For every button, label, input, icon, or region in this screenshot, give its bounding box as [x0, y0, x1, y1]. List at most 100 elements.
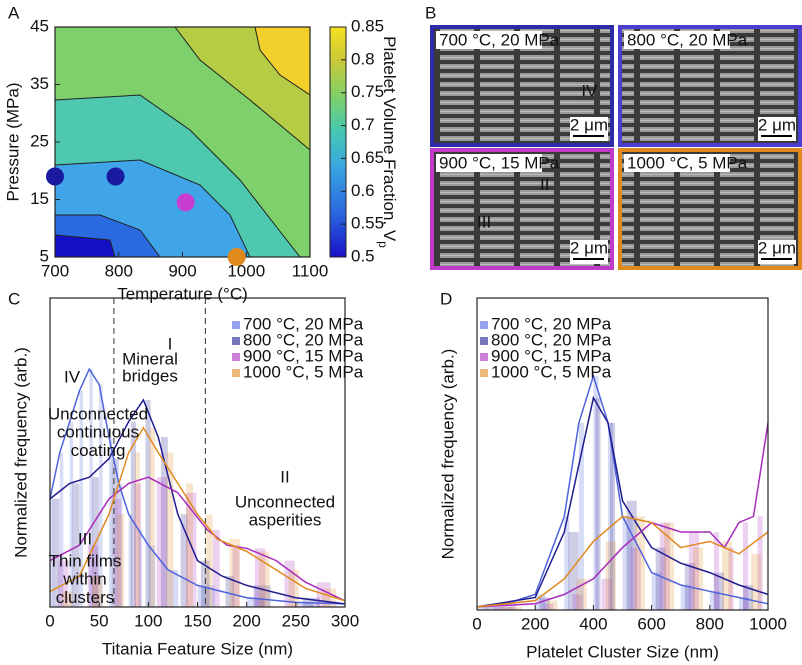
legend-label: 1000 °C, 5 MPa	[491, 362, 612, 381]
annotation: IV	[64, 367, 81, 386]
x-tick-label: 800	[105, 261, 133, 280]
colorbar-tick-label: 0.75	[351, 82, 384, 101]
histogram-bar	[626, 500, 637, 610]
annotation: continuous	[57, 423, 139, 442]
histogram-bar	[89, 369, 93, 607]
x-axis-title: Titania Feature Size (nm)	[102, 639, 293, 658]
histogram-bar	[134, 452, 141, 607]
histogram-bar	[607, 422, 614, 610]
colorbar	[329, 26, 347, 258]
legend-swatch	[480, 353, 488, 361]
histogram-bar	[145, 399, 151, 607]
histogram-bar	[59, 452, 64, 607]
micrograph-label: 800 °C, 20 MPa	[627, 30, 748, 49]
x-tick-label: 150	[183, 611, 211, 630]
histogram-bar	[156, 477, 167, 607]
micrograph-label-bg	[624, 31, 730, 49]
micrograph-marker: III	[477, 213, 491, 232]
x-tick-label: 100	[134, 611, 162, 630]
histogram-bar	[254, 548, 266, 607]
histogram-bar	[485, 606, 506, 610]
x-tick-label: 0	[45, 611, 54, 630]
annotation: clusters	[56, 588, 115, 607]
legend-label: 1000 °C, 5 MPa	[243, 362, 364, 381]
histogram-bar	[651, 572, 662, 610]
histogram-bar	[709, 591, 720, 610]
scale-bar-label: 2 μm	[758, 238, 796, 257]
histogram-bar	[609, 422, 616, 610]
legend-label: 900 °C, 15 MPa	[491, 346, 612, 365]
contour-fill	[55, 27, 310, 257]
histogram-bar	[166, 452, 174, 607]
histogram-bar	[79, 390, 83, 607]
colorbar-tick-label: 0.85	[351, 16, 384, 35]
histogram-bar	[99, 384, 103, 607]
y-axis-title: Normalized frequency (arb.)	[11, 347, 30, 558]
histogram-bar	[295, 602, 314, 607]
annotation: II	[280, 467, 289, 486]
micrograph-label: 900 °C, 15 MPa	[439, 153, 560, 172]
legend-label: 700 °C, 20 MPa	[243, 314, 364, 333]
x-tick-label: 200	[521, 614, 549, 633]
colorbar-label: Platelet Volume Fraction, Vp	[376, 36, 399, 248]
annotation: Unconnected	[235, 492, 335, 511]
y-tick-label: 45	[30, 16, 49, 35]
histogram-bar	[713, 572, 725, 610]
histogram-bar	[225, 576, 235, 607]
micrograph-label-bg	[624, 154, 730, 172]
legend-swatch	[232, 321, 240, 329]
colorbar-tick-label: 0.65	[351, 148, 384, 167]
x-tick-label: 200	[232, 611, 260, 630]
histogram-bar	[197, 585, 215, 607]
histogram-bar	[62, 591, 73, 607]
histogram-bar	[128, 514, 133, 607]
histogram-bar	[168, 569, 179, 607]
series-line	[49, 426, 346, 602]
histogram-bar	[72, 483, 80, 607]
colorbar-label-main: Platelet Volume Fraction, V	[380, 36, 399, 242]
histogram-bar	[477, 606, 488, 610]
legend-swatch	[232, 337, 240, 345]
annotation: asperities	[249, 511, 322, 530]
histogram-bar	[259, 551, 270, 607]
legend-label: 800 °C, 20 MPa	[491, 330, 612, 349]
histogram-bar	[568, 532, 579, 610]
histogram-bar	[134, 483, 142, 607]
micrograph-label-bg	[436, 31, 542, 49]
micrograph-label-bg	[436, 154, 542, 172]
scale-bar-label: 2 μm	[758, 115, 796, 134]
x-tick-label: 50	[90, 611, 109, 630]
point	[176, 193, 195, 212]
series-line	[476, 395, 769, 608]
histogram-bar	[149, 427, 155, 607]
histogram-bar	[593, 376, 599, 610]
panel-label: C	[8, 289, 20, 308]
histogram-bar	[130, 421, 136, 607]
histogram-bar	[69, 421, 74, 607]
x-tick-label: 300	[331, 611, 359, 630]
histogram-bar	[205, 514, 213, 607]
histogram-bar	[118, 483, 123, 607]
y-axis-title: Pressure (MPa)	[3, 82, 22, 201]
histogram-bar	[50, 498, 54, 607]
histogram-bar	[601, 578, 612, 610]
x-axis-title: Temperature (°C)	[117, 284, 248, 303]
histogram-bar	[212, 529, 220, 607]
histogram-bar	[605, 541, 616, 610]
histogram-bar	[578, 422, 584, 610]
x-tick-label: 700	[41, 261, 69, 280]
x-tick-label: 900	[168, 261, 196, 280]
x-tick-label: 1000	[227, 261, 265, 280]
annotation: Thin films	[49, 551, 122, 570]
histogram-bar	[688, 532, 700, 610]
colorbar-label-sub: p	[376, 241, 390, 248]
histogram-bar	[692, 547, 704, 610]
series-line	[49, 476, 346, 602]
histogram-bar	[91, 576, 103, 607]
colorbar-tick-label: 0.8	[351, 49, 375, 68]
micrograph-marker: IV	[581, 81, 598, 100]
histogram-bar	[117, 514, 125, 607]
micrograph-label: 1000 °C, 5 MPa	[627, 153, 748, 172]
plot-frame	[476, 297, 769, 611]
histogram-bar	[742, 585, 754, 610]
